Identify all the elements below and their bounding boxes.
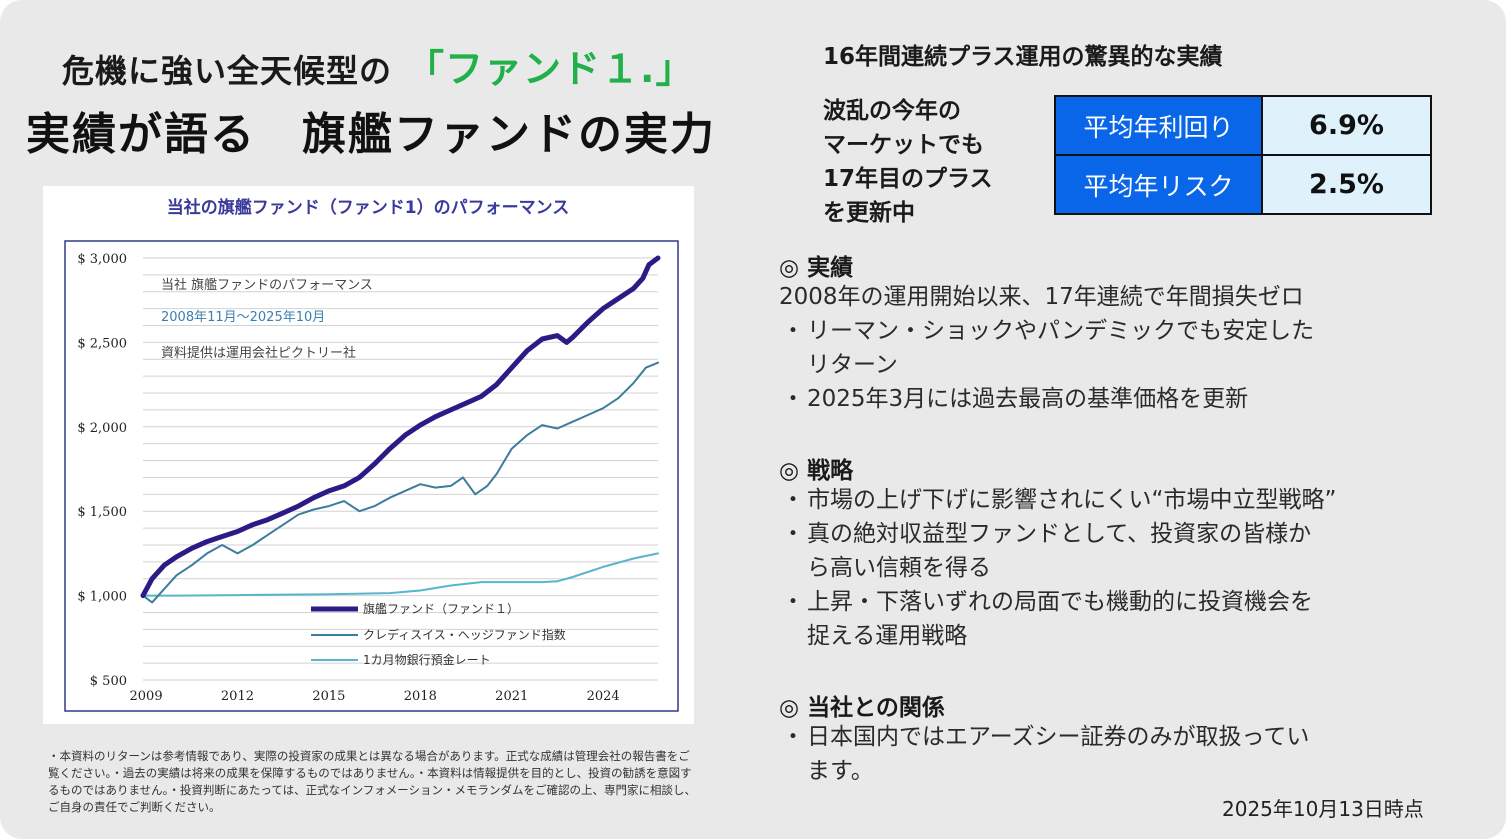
chart-legend: 旗艦ファンド（ファンド１） クレディスイス・ヘッジファンド指数 1カ月物銀行預金レー… <box>311 601 566 667</box>
bullet-mark: ・ <box>781 724 805 750</box>
headline-prefix: 危機に強い全天候型の <box>62 52 393 90</box>
chart-annotation-title: 当社 旗艦ファンドのパフォーマンス <box>161 277 373 293</box>
chart-series <box>140 255 661 604</box>
chart-annotation-source: 資料提供は運用会社ピクトリー社 <box>161 345 356 361</box>
bullet-mark: ・ <box>781 487 805 513</box>
y-axis-ticks: $ 3,000 $ 2,500 $ 2,000 $ 1,500 $ 1,000 $ 500 <box>77 252 127 689</box>
section-body-results: 2008年の運用開始以来、17年連続で年間損失ゼロ ・リーマン・ショックやパンデ… <box>779 280 1314 416</box>
x-tick-label: 2018 <box>404 689 437 704</box>
y-tick-label: $ 3,000 <box>77 252 127 267</box>
relationship-bullet: ・日本国内ではエアーズシー証券のみが取扱ってい <box>779 720 1310 754</box>
section-heading-relationship: ◎ 当社との関係 <box>779 695 945 721</box>
chart-annotation-period: 2008年11月～2025年10月 <box>161 310 325 325</box>
bullet-mark: ・ <box>781 318 805 344</box>
x-tick-label: 2024 <box>587 689 620 704</box>
legend-label: 1カ月物銀行預金レート <box>363 652 491 667</box>
bullet-mark: ・ <box>781 386 805 412</box>
y-tick-label: $ 500 <box>90 674 127 689</box>
strategy-bullet-cont: ら高い信頼を得る <box>807 555 991 581</box>
results-bullet: ・ 2025年3月には過去最高の基準価格を更新 <box>779 382 1314 416</box>
x-tick-label: 2021 <box>495 689 528 704</box>
series-line-2 <box>142 361 659 604</box>
legend-label: 旗艦ファンド（ファンド１） <box>363 601 519 616</box>
section-heading-strategy: ◎ 戦略 <box>779 458 854 484</box>
section-body-strategy: ・市場の上げ下げに影響されにくい“市場中立型戦略” ・真の絶対収益型ファンドとし… <box>779 483 1337 653</box>
y-tick-label: $ 1,500 <box>77 505 127 520</box>
fund-name-highlight: 「ファンド１.」 <box>406 47 695 91</box>
results-bullet: ・リーマン・ショックやパンデミックでも安定した <box>779 314 1315 348</box>
bullet-mark: ・ <box>781 521 805 547</box>
chart-grid <box>143 257 658 681</box>
stat-label-return: 平均年利回り <box>1054 95 1263 156</box>
x-tick-label: 2015 <box>312 689 345 704</box>
y-tick-label: $ 1,000 <box>77 590 127 605</box>
stats-row: 平均年利回り 6.9% <box>1054 95 1432 156</box>
y-tick-label: $ 2,500 <box>77 336 127 351</box>
stats-row: 平均年リスク 2.5% <box>1054 154 1432 215</box>
series-line-3 <box>142 552 659 597</box>
y-tick-label: $ 2,000 <box>77 421 127 436</box>
stat-value-risk: 2.5% <box>1261 154 1432 215</box>
stat-label-risk: 平均年リスク <box>1054 154 1263 215</box>
strategy-bullet: ・真の絶対収益型ファンドとして、投資家の皆様か <box>779 517 1336 551</box>
chart-svg: 当社の旗艦ファンド（ファンド1）のパフォーマンス $ 3,000$ 2,500$… <box>64 197 679 712</box>
relationship-bullet-cont: ます。 <box>807 758 874 784</box>
headline-line2: 実績が語る 旗艦ファンドの実力 <box>26 109 716 160</box>
bullet-mark: ・ <box>781 589 805 615</box>
stats-table: 平均年利回り 6.9% 平均年リスク 2.5% <box>1054 95 1432 215</box>
x-axis-ticks: 2009 2012 2015 2018 2021 2024 <box>130 689 620 704</box>
side-note: 波乱の今年の マーケットでも 17年目のプラス を更新中 <box>823 98 993 226</box>
right-title: 16年間連続プラス運用の驚異的な実績 <box>823 44 1223 70</box>
section-body-relationship: ・日本国内ではエアーズシー証券のみが取扱ってい ます。 <box>779 720 1310 788</box>
chart-title: 当社の旗艦ファンド（ファンド1）のパフォーマンス <box>167 197 570 218</box>
results-bullet-cont: リターン <box>807 352 898 378</box>
as-of-date: 2025年10月13日時点 <box>1222 797 1424 821</box>
strategy-bullet: ・市場の上げ下げに影響されにくい“市場中立型戦略” <box>779 483 1337 517</box>
headline-line1: 危機に強い全天候型の 「ファンド１.」 <box>62 38 694 93</box>
legend-label: クレディスイス・ヘッジファンド指数 <box>363 627 566 642</box>
strategy-bullet: ・上昇・下落いずれの局面でも機動的に投資機会を <box>779 585 1336 619</box>
strategy-bullet-cont: 捉える運用戦略 <box>807 623 968 649</box>
disclaimer: ・本資料のリターンは参考情報であり、実際の投資家の成果とは異なる場合があります。… <box>48 749 697 814</box>
performance-chart: 当社の旗艦ファンド（ファンド1）のパフォーマンス $ 3,000 $ 2,500 $… <box>43 186 694 724</box>
x-tick-label: 2009 <box>130 689 163 704</box>
series-line-1 <box>140 255 661 599</box>
x-tick-label: 2012 <box>221 689 254 704</box>
section-heading-results: ◎ 実績 <box>779 255 854 281</box>
chart-frame <box>64 240 679 712</box>
results-intro: 2008年の運用開始以来、17年連続で年間損失ゼロ <box>779 284 1304 310</box>
stat-value-return: 6.9% <box>1261 95 1432 156</box>
